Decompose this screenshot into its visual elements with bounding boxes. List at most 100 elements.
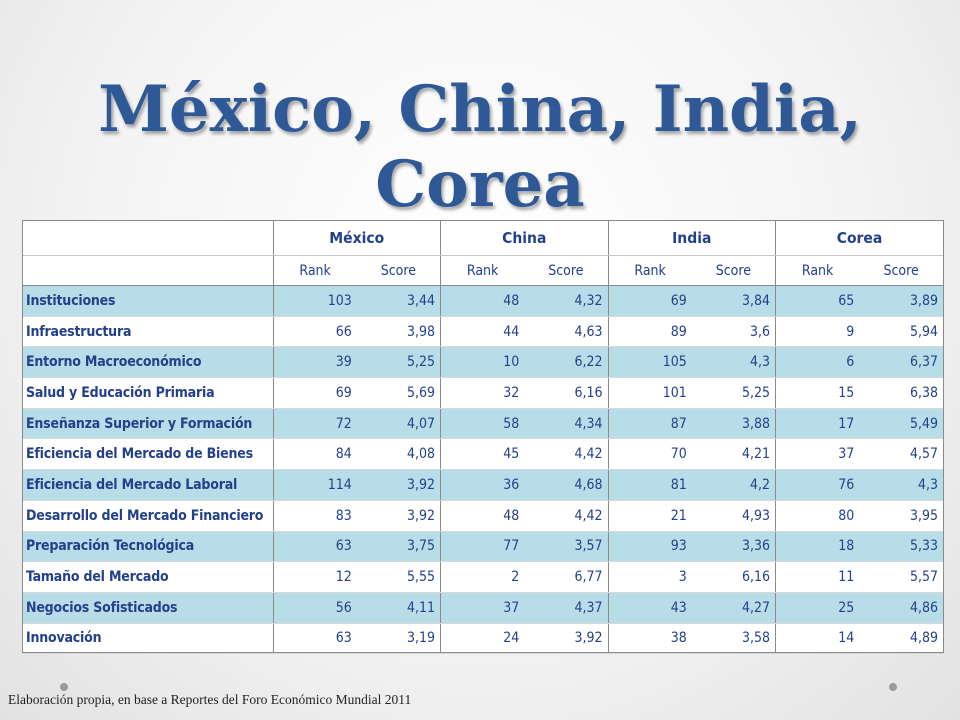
decorative-dot-left	[60, 683, 68, 691]
score-header: Score	[691, 255, 776, 286]
rank-cell: 63	[272, 623, 357, 655]
table-row: Eficiencia del Mercado Laboral 114 3,92 36 4…	[23, 469, 943, 501]
table-row: Negocios Sofisticados 56 4,11 37 4,37 43 4,27 2…	[23, 592, 943, 624]
row-label: Eficiencia del Mercado Laboral	[23, 469, 274, 501]
table-row: Desarrollo del Mercado Financiero 83 3,92 4…	[23, 500, 943, 532]
table-row: Eficiencia del Mercado de Bienes 84 4,08 45…	[23, 438, 943, 471]
rank-cell: 14	[775, 623, 860, 655]
score-cell: 4,27	[691, 592, 776, 624]
score-cell: 3,89	[859, 285, 943, 317]
row-label: Desarrollo del Mercado Financiero	[23, 500, 274, 532]
table-row: Innovación 63 3,19 24 3,92 38 3,58 14 4,89	[23, 623, 943, 655]
rank-cell: 12	[272, 561, 357, 593]
score-cell: 4,57	[859, 438, 943, 471]
score-cell: 5,69	[356, 377, 441, 409]
rank-cell: 66	[272, 316, 357, 348]
rank-cell: 9	[775, 316, 860, 348]
rank-cell: 36	[440, 469, 525, 501]
rank-cell: 87	[607, 408, 692, 440]
score-cell: 4,08	[356, 438, 441, 471]
rank-cell: 69	[607, 285, 692, 317]
rank-cell: 76	[775, 469, 860, 501]
rank-cell: 89	[607, 316, 692, 348]
row-label: Negocios Sofisticados	[23, 592, 274, 624]
score-cell: 4,3	[691, 346, 776, 379]
score-cell: 5,49	[859, 408, 943, 440]
score-cell: 4,34	[524, 408, 608, 440]
score-cell: 3,75	[356, 531, 441, 563]
score-cell: 5,33	[859, 531, 943, 563]
score-cell: 4,93	[691, 500, 776, 532]
score-cell: 4,42	[524, 500, 608, 532]
score-cell: 3,92	[524, 623, 608, 655]
rank-cell: 81	[607, 469, 692, 501]
table-row: Tamaño del Mercado 12 5,55 2 6,77 3 6,16 11 5,57	[23, 561, 943, 593]
score-cell: 6,77	[524, 561, 608, 593]
rank-cell: 11	[775, 561, 860, 593]
rank-cell: 6	[775, 346, 860, 379]
rank-cell: 37	[440, 592, 525, 624]
score-header: Score	[524, 255, 608, 286]
score-cell: 5,94	[859, 316, 943, 348]
row-label: Preparación Tecnológica	[23, 531, 274, 563]
rank-cell: 44	[440, 316, 525, 348]
slide-title: México, China, India, Corea	[98, 72, 862, 222]
country-header-corea: Corea	[775, 221, 943, 256]
subheader-blank-cell	[23, 255, 274, 286]
rank-cell: 24	[440, 623, 525, 655]
rank-header: Rank	[775, 255, 860, 286]
rank-cell: 83	[272, 500, 357, 532]
rank-cell: 2	[440, 561, 525, 593]
country-header-row: México China India Corea	[23, 221, 943, 256]
score-cell: 3,95	[859, 500, 943, 532]
rank-cell: 25	[775, 592, 860, 624]
table-row: Entorno Macroeconómico 39 5,25 10 6,22 105 4,3…	[23, 346, 943, 379]
score-cell: 3,88	[691, 408, 776, 440]
score-cell: 3,92	[356, 469, 441, 501]
rank-cell: 32	[440, 377, 525, 409]
country-header-india: India	[607, 221, 776, 256]
score-cell: 4,89	[859, 623, 943, 655]
source-footnote: Elaboración propia, en base a Reportes d…	[8, 692, 412, 707]
country-header-mexico: México	[272, 221, 441, 256]
country-header-china: China	[440, 221, 608, 256]
row-label: Eficiencia del Mercado de Bienes	[23, 438, 274, 471]
rank-cell: 103	[272, 285, 357, 317]
score-cell: 3,6	[691, 316, 776, 348]
score-cell: 3,58	[691, 623, 776, 655]
rank-cell: 38	[607, 623, 692, 655]
score-cell: 4,11	[356, 592, 441, 624]
score-cell: 4,32	[524, 285, 608, 317]
rank-cell: 101	[607, 377, 692, 409]
rank-cell: 48	[440, 500, 525, 532]
row-label: Salud y Educación Primaria	[23, 377, 274, 409]
score-cell: 3,36	[691, 531, 776, 563]
score-cell: 4,68	[524, 469, 608, 501]
score-cell: 5,25	[691, 377, 776, 409]
rank-cell: 37	[775, 438, 860, 471]
score-cell: 4,2	[691, 469, 776, 501]
score-cell: 4,86	[859, 592, 943, 624]
header-blank-cell	[23, 221, 274, 256]
score-cell: 4,42	[524, 438, 608, 471]
score-cell: 3,98	[356, 316, 441, 348]
rank-cell: 69	[272, 377, 357, 409]
rank-cell: 43	[607, 592, 692, 624]
score-cell: 6,22	[524, 346, 608, 379]
score-header: Score	[356, 255, 441, 286]
rank-cell: 10	[440, 346, 525, 379]
table-row: Salud y Educación Primaria 69 5,69 32 6,16 10…	[23, 377, 943, 409]
table-row: Enseñanza Superior y Formación 72 4,07 58 4,…	[23, 408, 943, 440]
row-label: Entorno Macroeconómico	[23, 346, 274, 379]
score-cell: 5,25	[356, 346, 441, 379]
score-cell: 5,57	[859, 561, 943, 593]
score-header: Score	[859, 255, 943, 286]
row-label: Infraestructura	[23, 316, 274, 348]
rank-cell: 65	[775, 285, 860, 317]
rank-header: Rank	[440, 255, 525, 286]
rank-cell: 80	[775, 500, 860, 532]
rank-cell: 48	[440, 285, 525, 317]
row-label: Instituciones	[23, 285, 274, 317]
score-cell: 4,37	[524, 592, 608, 624]
rank-cell: 84	[272, 438, 357, 471]
